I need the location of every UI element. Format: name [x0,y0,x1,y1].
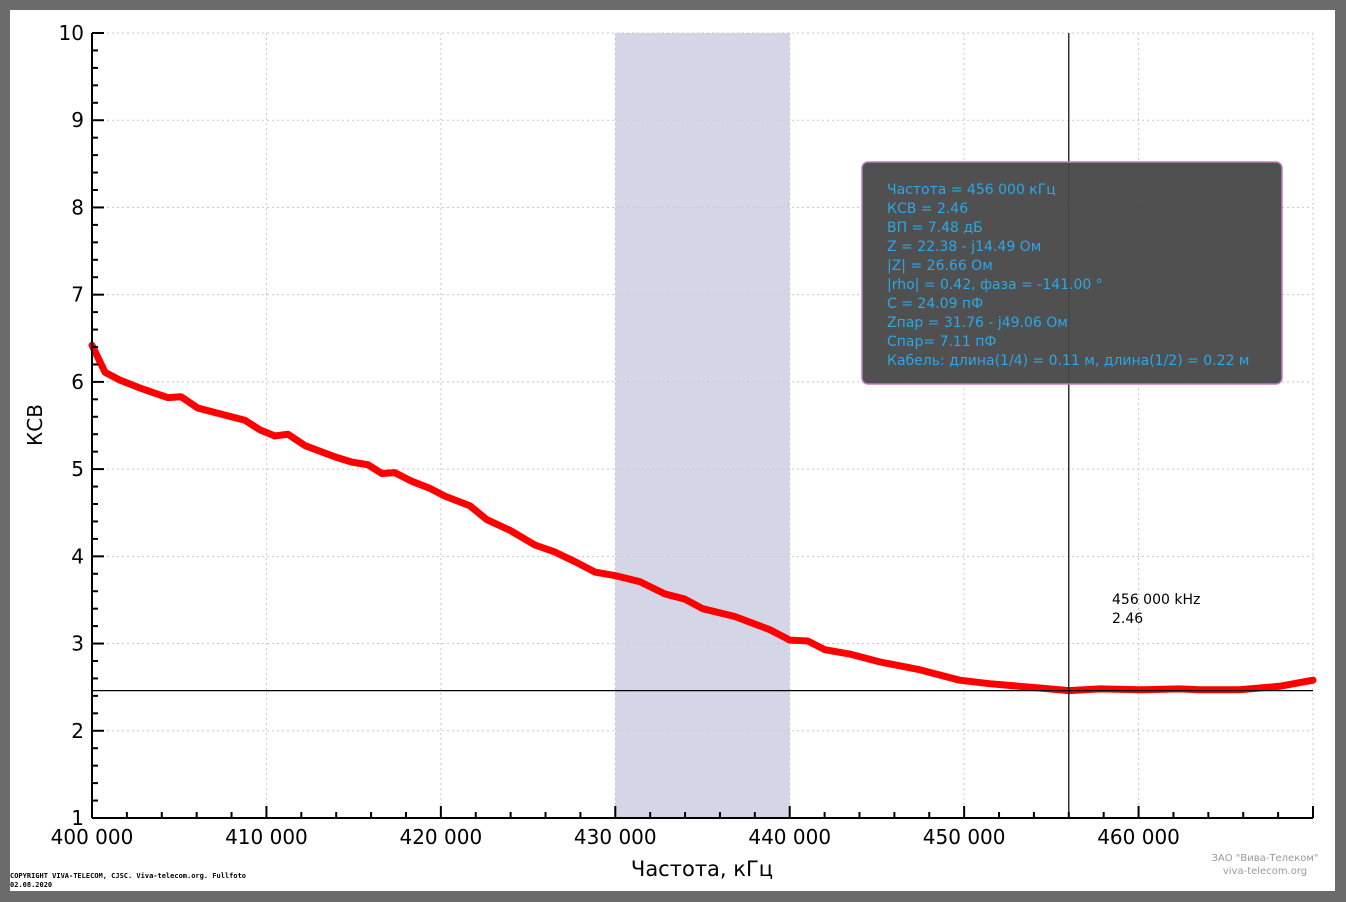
info-line: ВП = 7.48 дБ [887,220,983,236]
info-line: |Z| = 26.66 Ом [887,258,993,274]
info-line: |rho| = 0.42, фаза = -141.00 ° [887,277,1103,293]
info-line: C = 24.09 пФ [887,296,983,312]
axes: 1 2 3 4 5 6 7 8 9 10 400 000 410 000 420 000 430 000 4… [51,21,1314,849]
y-tick-label: 6 [71,370,84,394]
highlight-band [615,33,790,818]
x-tick-label: 400 000 [51,825,134,849]
info-line: Z = 22.38 - j14.49 Ом [887,239,1041,255]
info-line: Частота = 456 000 кГц [887,182,1056,198]
y-tick-label: 9 [71,108,84,132]
y-tick-label: 3 [71,632,84,656]
y-tick-label: 8 [71,195,84,219]
x-tick-label: 460 000 [1097,825,1180,849]
cursor-value-label: 2.46 [1112,611,1143,627]
y-tick-label: 1 [71,806,84,830]
vswr-curve [88,341,1317,695]
y-tick-label: 5 [71,457,84,481]
y-tick-label: 7 [71,283,84,307]
watermark-company: ЗАО "Вива-Телеком" [1211,853,1319,864]
info-line: Кабель: длина(1/4) = 0.11 м, длина(1/2) … [887,353,1250,369]
copyright-date: 02.08.2020 [10,881,53,889]
y-tick-label: 4 [71,544,84,568]
x-tick-label: 410 000 [225,825,308,849]
y-axis-label: КСВ [23,404,47,446]
vswr-line [88,341,1317,695]
x-tick-label: 440 000 [748,825,831,849]
copyright: COPYRIGHT VIVA-TELECOM, CJSC. Viva-telec… [10,872,246,890]
info-box: Частота = 456 000 кГц КСВ = 2.46 ВП = 7.48… [861,161,1283,385]
watermark: ЗАО "Вива-Телеком" viva-telecom.org [1200,852,1330,878]
info-line: КСВ = 2.46 [887,201,968,217]
highlight-band-rect [615,33,790,818]
y-tick-label: 10 [59,21,84,45]
x-tick-label: 420 000 [399,825,482,849]
y-tick-label: 2 [71,719,84,743]
cursor-freq-label: 456 000 kHz [1112,592,1200,608]
x-axis-label: Частота, кГц [631,857,773,881]
x-tick-label: 450 000 [923,825,1006,849]
info-box-background [861,161,1283,385]
info-line: Zпар = 31.76 - j49.06 Ом [887,315,1068,331]
x-tick-label: 430 000 [574,825,657,849]
watermark-site: viva-telecom.org [1222,866,1308,877]
info-line: Спар= 7.11 пФ [887,334,996,350]
copyright-line: COPYRIGHT VIVA-TELECOM, CJSC. Viva-telec… [10,872,247,880]
